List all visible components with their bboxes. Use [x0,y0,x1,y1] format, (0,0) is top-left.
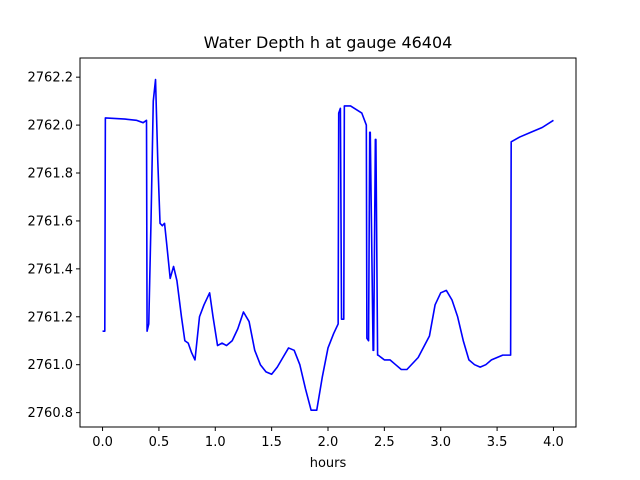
y-tick-label: 2761.0 [28,358,74,373]
plot-area [102,78,554,412]
series-line-0 [102,78,554,412]
y-tick-label: 2761.6 [28,214,74,229]
x-axis: 0.0 0.5 1.0 1.5 2.0 2.5 3.0 3.5 4.0 [92,427,564,450]
y-tick-label: 2762.0 [28,119,74,134]
x-tick-label: 1.5 [261,435,282,450]
x-tick-label: 0.5 [149,435,170,450]
y-axis: 2760.8 2761.0 2761.2 2761.4 2761.6 2761.8 2762… [28,71,80,421]
y-tick-label: 2761.2 [28,310,74,325]
x-tick-label: 3.0 [430,435,451,450]
x-tick-label: 4.0 [543,435,564,450]
y-tick-label: 2760.8 [28,406,74,421]
plot-frame [79,57,577,428]
x-axis-label: hours [310,456,347,471]
y-tick-label: 2761.8 [28,167,74,182]
y-tick-label: 2761.4 [28,262,74,277]
x-tick-label: 2.0 [318,435,339,450]
chart-title: Water Depth h at gauge 46404 [204,33,453,52]
x-tick-label: 2.5 [374,435,395,450]
y-tick-label: 2762.2 [28,71,74,86]
x-tick-label: 3.5 [487,435,508,450]
x-tick-label: 0.0 [92,435,113,450]
x-tick-label: 1.0 [205,435,226,450]
